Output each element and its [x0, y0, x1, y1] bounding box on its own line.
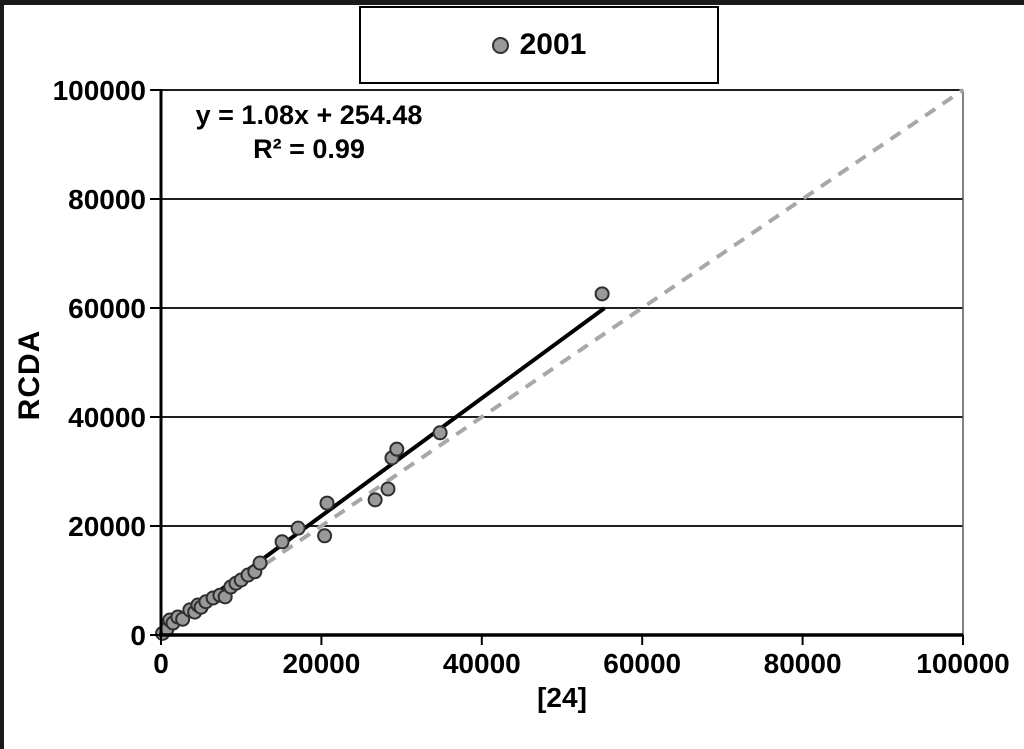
- scatter-point: [319, 495, 335, 511]
- r-squared-text: R² = 0.99: [253, 134, 365, 164]
- scatter-point: [290, 520, 306, 536]
- identity-line: [159, 88, 965, 637]
- x-axis-title: [24]: [537, 682, 587, 713]
- y-tick-label: 20000: [68, 511, 146, 542]
- scatter-point: [274, 534, 290, 550]
- scatter-point: [252, 555, 268, 571]
- scatter-point: [432, 425, 448, 441]
- scatter-point: [389, 441, 405, 457]
- y-axis-title: RCDA: [13, 329, 46, 421]
- scatter-point: [317, 528, 333, 544]
- x-tick-label: 60000: [603, 648, 681, 679]
- y-tick-label: 100000: [53, 75, 146, 106]
- y-tick-label: 0: [130, 620, 146, 651]
- y-tick-label: 60000: [68, 293, 146, 324]
- scatter-point: [367, 492, 383, 508]
- scatter-point: [594, 286, 610, 302]
- scatter-point: [380, 481, 396, 497]
- frame-border-left: [0, 0, 4, 749]
- x-tick-label: 0: [153, 648, 169, 679]
- legend-label: 2001: [519, 28, 587, 61]
- y-tick-label: 80000: [68, 184, 146, 215]
- legend-marker-icon: [491, 36, 509, 54]
- x-tick-label: 20000: [282, 648, 360, 679]
- frame-border-top: [0, 0, 1024, 5]
- y-tick-label: 40000: [68, 402, 146, 433]
- x-tick-label: 80000: [764, 648, 842, 679]
- equation-text: y = 1.08x + 254.48: [195, 100, 423, 130]
- trendline-annotation: y = 1.08x + 254.48 R² = 0.99: [172, 98, 446, 166]
- legend: 2001: [359, 6, 719, 84]
- x-tick-label: 40000: [443, 648, 521, 679]
- x-tick-label: 100000: [916, 648, 1009, 679]
